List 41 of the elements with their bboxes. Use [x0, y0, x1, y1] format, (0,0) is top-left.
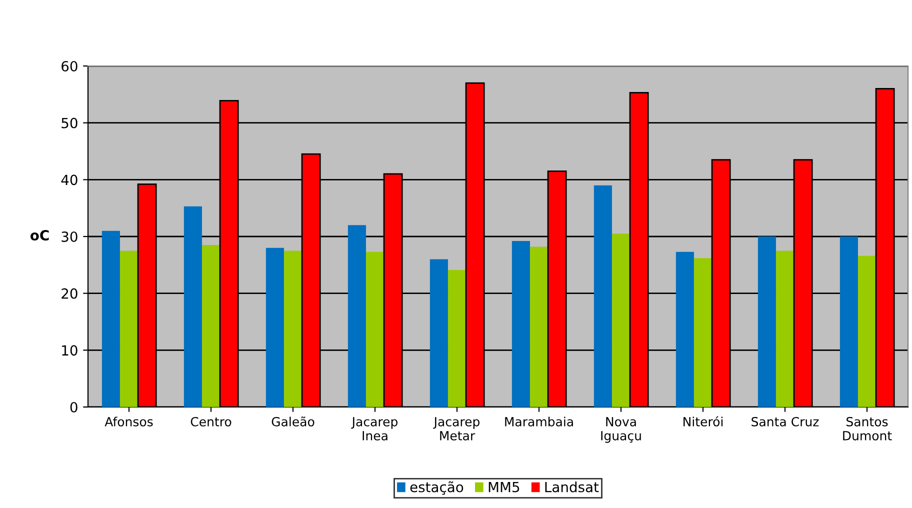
y-tick-label: 30 [62, 231, 78, 242]
x-tick-label: Centro [190, 416, 232, 426]
bar [184, 206, 202, 407]
y-tick-label: 20 [62, 288, 78, 299]
y-tick-label: 50 [62, 118, 78, 128]
x-tick-label: Nova Iguaçu [601, 417, 641, 443]
bar [102, 230, 120, 407]
bar [776, 250, 794, 407]
bar [530, 246, 548, 407]
y-tick-label: 0 [70, 402, 78, 412]
bar [284, 250, 302, 407]
bar [612, 234, 630, 407]
x-tick-label: Jacarep Inea [351, 417, 398, 440]
bar [448, 270, 466, 407]
legend-label: Landsat [545, 482, 599, 492]
x-tick-label: Jacarep Metar [433, 417, 480, 440]
legend-label: estação [410, 481, 464, 495]
bar [202, 245, 220, 407]
bar [858, 256, 876, 407]
bar [758, 236, 776, 407]
y-tick-label: 10 [62, 345, 78, 356]
bar [266, 248, 284, 407]
x-tick-label: Marambaia [505, 416, 573, 426]
bar [366, 252, 384, 407]
x-tick-label: Afonsos [104, 416, 153, 426]
bar [348, 225, 366, 407]
bar [430, 259, 448, 407]
x-tick-label: Niterói [684, 416, 723, 426]
x-tick-label: Galeão [272, 416, 314, 426]
bar [840, 236, 858, 407]
bar [512, 241, 530, 407]
bar [120, 250, 138, 407]
x-tick-label: Santa Cruz [752, 416, 819, 426]
y-axis-title: oC [30, 230, 49, 241]
y-tick-label: 60 [62, 60, 78, 72]
y-tick-label: 40 [61, 174, 78, 186]
x-tick-label: Santos Dumont [843, 416, 892, 440]
bar [694, 258, 712, 407]
bar [594, 185, 612, 407]
legend-label: MM5 [488, 482, 520, 492]
bar [676, 252, 694, 407]
